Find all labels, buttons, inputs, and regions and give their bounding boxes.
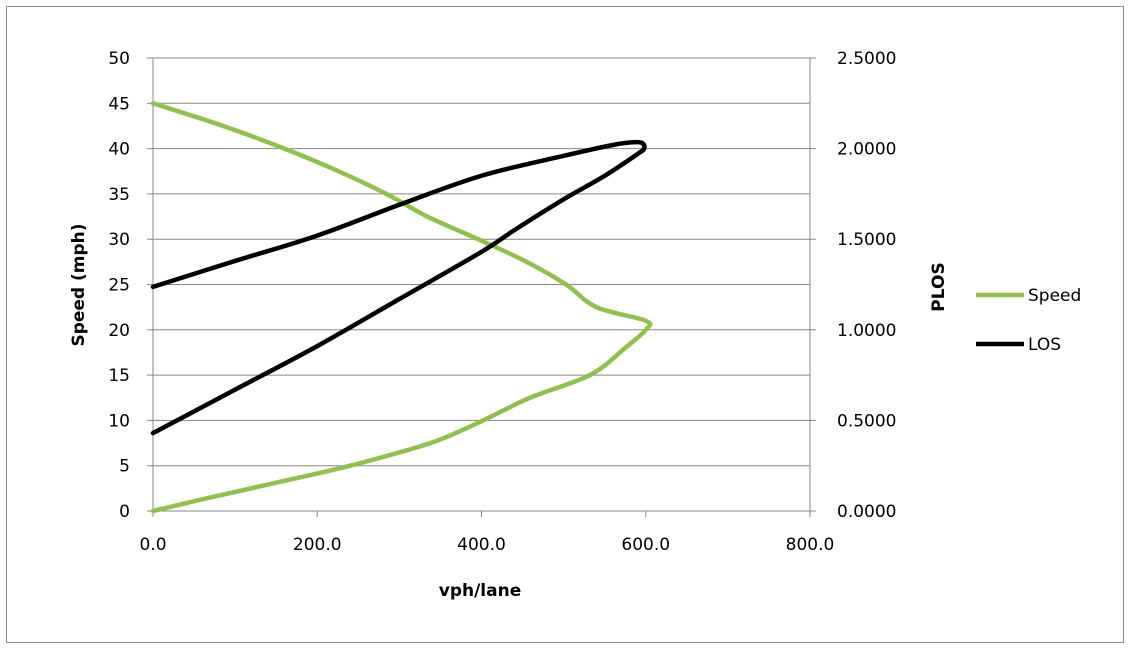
y-tick-label: 15: [108, 366, 130, 386]
y-tick-label: 5: [119, 457, 130, 477]
y-tick-label: 45: [108, 94, 130, 114]
chart-frame: [6, 6, 1124, 643]
legend: Speed LOS: [976, 286, 1081, 355]
y-tick-label: 20: [108, 321, 130, 341]
y-tick-label: 35: [108, 185, 130, 205]
y-tick-label: 0: [119, 502, 130, 522]
series-line-speed: [150, 101, 653, 514]
axes: [147, 57, 816, 517]
y2-tick-label: 2.5000: [837, 49, 896, 69]
y2-tick-label: 0.0000: [837, 502, 896, 522]
legend-label-speed: Speed: [1028, 286, 1081, 306]
y2-tick-label: 1.5000: [837, 230, 896, 250]
x-tick-label: 400.0: [457, 535, 506, 555]
x-tick-label: 800.0: [786, 535, 835, 555]
series-line-los: [150, 139, 647, 436]
x-tick-label: 200.0: [293, 535, 342, 555]
y-tick-label: 50: [108, 49, 130, 69]
legend-label-los: LOS: [1028, 335, 1061, 355]
y2-tick-label: 1.0000: [837, 321, 896, 341]
y2-tick-label: 2.0000: [837, 140, 896, 160]
y-tick-label: 40: [108, 140, 130, 160]
y-axis-title: Speed (mph): [69, 223, 89, 346]
x-tick-label: 600.0: [621, 535, 670, 555]
x-axis-title: vph/lane: [439, 581, 522, 601]
x-tick-label: 0.0: [139, 535, 166, 555]
y2-axis-title: PLOS: [929, 262, 949, 311]
y-tick-label: 25: [108, 276, 130, 296]
tick-labels: 0 5 10 15 20 25 30 35 40 45 50 0.0000 0.5000 1.0000 1.…: [108, 49, 896, 555]
y2-tick-label: 0.5000: [837, 411, 896, 431]
series-lines: [150, 101, 653, 514]
gridlines: [153, 57, 810, 467]
y-tick-label: 30: [108, 230, 130, 250]
y-tick-label: 10: [108, 411, 130, 431]
